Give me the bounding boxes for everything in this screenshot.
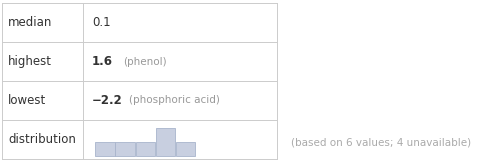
Text: median: median — [8, 16, 52, 29]
Text: 1.6: 1.6 — [92, 55, 113, 68]
Bar — [135, 142, 155, 156]
Text: 0.1: 0.1 — [92, 16, 110, 29]
Bar — [115, 142, 134, 156]
Text: lowest: lowest — [8, 94, 47, 107]
Bar — [95, 142, 115, 156]
Text: distribution: distribution — [8, 133, 76, 146]
Text: (phosphoric acid): (phosphoric acid) — [129, 95, 219, 105]
Text: −2.2: −2.2 — [92, 94, 122, 107]
Text: (phenol): (phenol) — [122, 57, 166, 67]
Text: highest: highest — [8, 55, 52, 68]
Bar — [175, 142, 195, 156]
Text: (based on 6 values; 4 unavailable): (based on 6 values; 4 unavailable) — [290, 138, 470, 148]
Bar — [156, 128, 175, 156]
